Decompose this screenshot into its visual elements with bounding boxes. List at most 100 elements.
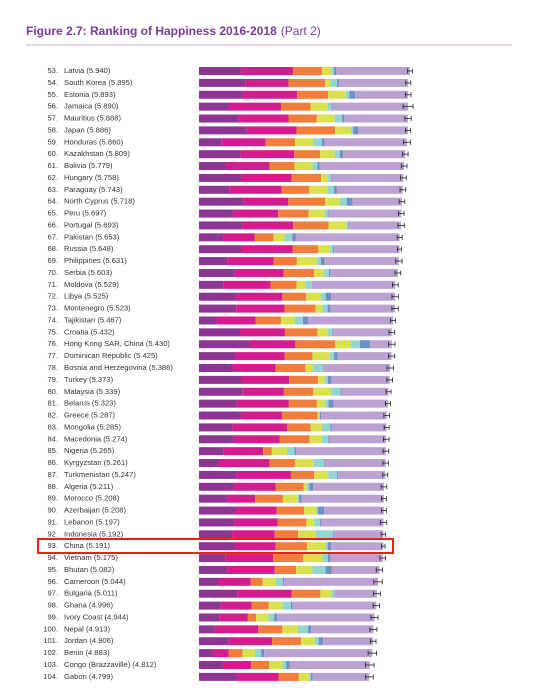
bar-segment [310, 423, 322, 432]
error-bar [385, 401, 391, 407]
bar-segment [323, 637, 374, 646]
y-tick-label: Greece (5.287) [64, 411, 116, 420]
bar-segment [199, 352, 236, 361]
bar-segment [199, 649, 213, 658]
bar-segment [350, 340, 360, 349]
bar-segment [333, 245, 335, 254]
rank-label: 80. [47, 387, 58, 396]
bar-segment [349, 221, 402, 230]
bar-segment [358, 126, 408, 135]
y-tick-label: South Korea (5.895) [64, 78, 133, 87]
bar-segment [271, 447, 287, 456]
bar-segment [296, 126, 336, 135]
bar-segment [199, 542, 236, 551]
bar-segment [327, 542, 332, 551]
error-bar [404, 116, 412, 122]
bar-segment [289, 661, 370, 669]
rank-label: 101. [43, 636, 58, 645]
bar-segment [349, 90, 356, 99]
bar-segment [330, 245, 334, 254]
bar-segment [294, 447, 297, 456]
rank-label: 86. [47, 458, 58, 467]
bar-segment [295, 340, 336, 349]
bar-segment [337, 352, 392, 361]
bar-segment [232, 364, 276, 372]
rank-label: 82. [47, 411, 58, 420]
bar-segment [331, 173, 332, 182]
bar-segment [278, 672, 299, 681]
bar-segment [319, 411, 322, 420]
bar-segment [303, 482, 307, 491]
bar-segment [218, 459, 270, 468]
error-bar [380, 484, 388, 490]
bar-segment [286, 661, 290, 669]
bar-segment [279, 435, 310, 444]
bar-segment [350, 126, 354, 135]
bar-segment [331, 173, 404, 182]
bar-segment [331, 102, 333, 111]
bar-segment [306, 292, 321, 301]
rank-label: 87. [47, 470, 58, 479]
bar-segment [288, 114, 317, 123]
bar-segment [199, 78, 246, 87]
rank-label: 67. [47, 232, 58, 241]
error-bar [379, 519, 388, 525]
bar-segment [263, 447, 272, 456]
bar-segment [199, 292, 237, 301]
bar-segment [339, 150, 344, 159]
bar-segment [313, 138, 322, 147]
error-bar [391, 294, 399, 300]
bar-segment [270, 280, 297, 289]
bar-segment [219, 613, 248, 622]
bar-segment [284, 233, 293, 242]
bar-segment [306, 482, 310, 491]
error-bar [398, 211, 405, 217]
bar-segment [319, 518, 321, 527]
bar-segment [305, 280, 312, 289]
bar-segment [322, 364, 391, 372]
bar-segment [199, 114, 239, 123]
rank-label: 81. [47, 399, 58, 408]
bar-segment [282, 601, 291, 610]
bar-segment [292, 601, 377, 610]
y-tick-label: Montenegro (5.523) [64, 304, 131, 313]
bar-segment [233, 209, 279, 218]
bar-segment [220, 601, 252, 610]
bar-segment [229, 185, 282, 194]
rank-label: 56. [47, 102, 58, 111]
bar-segment [312, 162, 318, 171]
bar-segment [199, 328, 241, 337]
bar-segment [199, 280, 224, 289]
y-tick-label: Ivory Coast (4.944) [64, 612, 129, 621]
bar-segment [295, 459, 314, 468]
bar-segment [313, 387, 332, 396]
y-tick-label: Macedonia (5.274) [64, 434, 128, 443]
rank-label: 61. [47, 161, 58, 170]
rank-label: 58. [47, 125, 58, 134]
bar-segment [330, 554, 383, 563]
rank-label: 73. [47, 304, 58, 313]
y-tick-label: Bhutan (5.082) [64, 565, 115, 574]
bar-segment [288, 78, 326, 87]
rows: 53. Latvia (5.940) 54. South Korea (5.895) 5… [43, 66, 414, 681]
bar-segment [331, 423, 387, 432]
rank-label: 78. [47, 363, 58, 372]
bar-segment [199, 625, 215, 634]
rank-label: 65. [47, 209, 58, 218]
error-bar [390, 317, 396, 323]
bar-segment [335, 126, 351, 135]
bar-segment [280, 316, 295, 325]
chart-title: Figure 2.7: Ranking of Happiness 2016-20… [26, 24, 277, 38]
bar-segment [199, 494, 228, 503]
bar-segment [240, 375, 290, 384]
bar-segment [370, 340, 392, 349]
bar-segment [282, 494, 298, 503]
error-bar [365, 674, 374, 680]
bar-segment [251, 601, 269, 610]
bar-segment [281, 411, 318, 420]
bar-segment [234, 482, 276, 491]
bar-segment [221, 138, 266, 147]
bar-segment [295, 233, 400, 242]
bar-segment [227, 257, 274, 266]
bar-segment [331, 387, 341, 396]
